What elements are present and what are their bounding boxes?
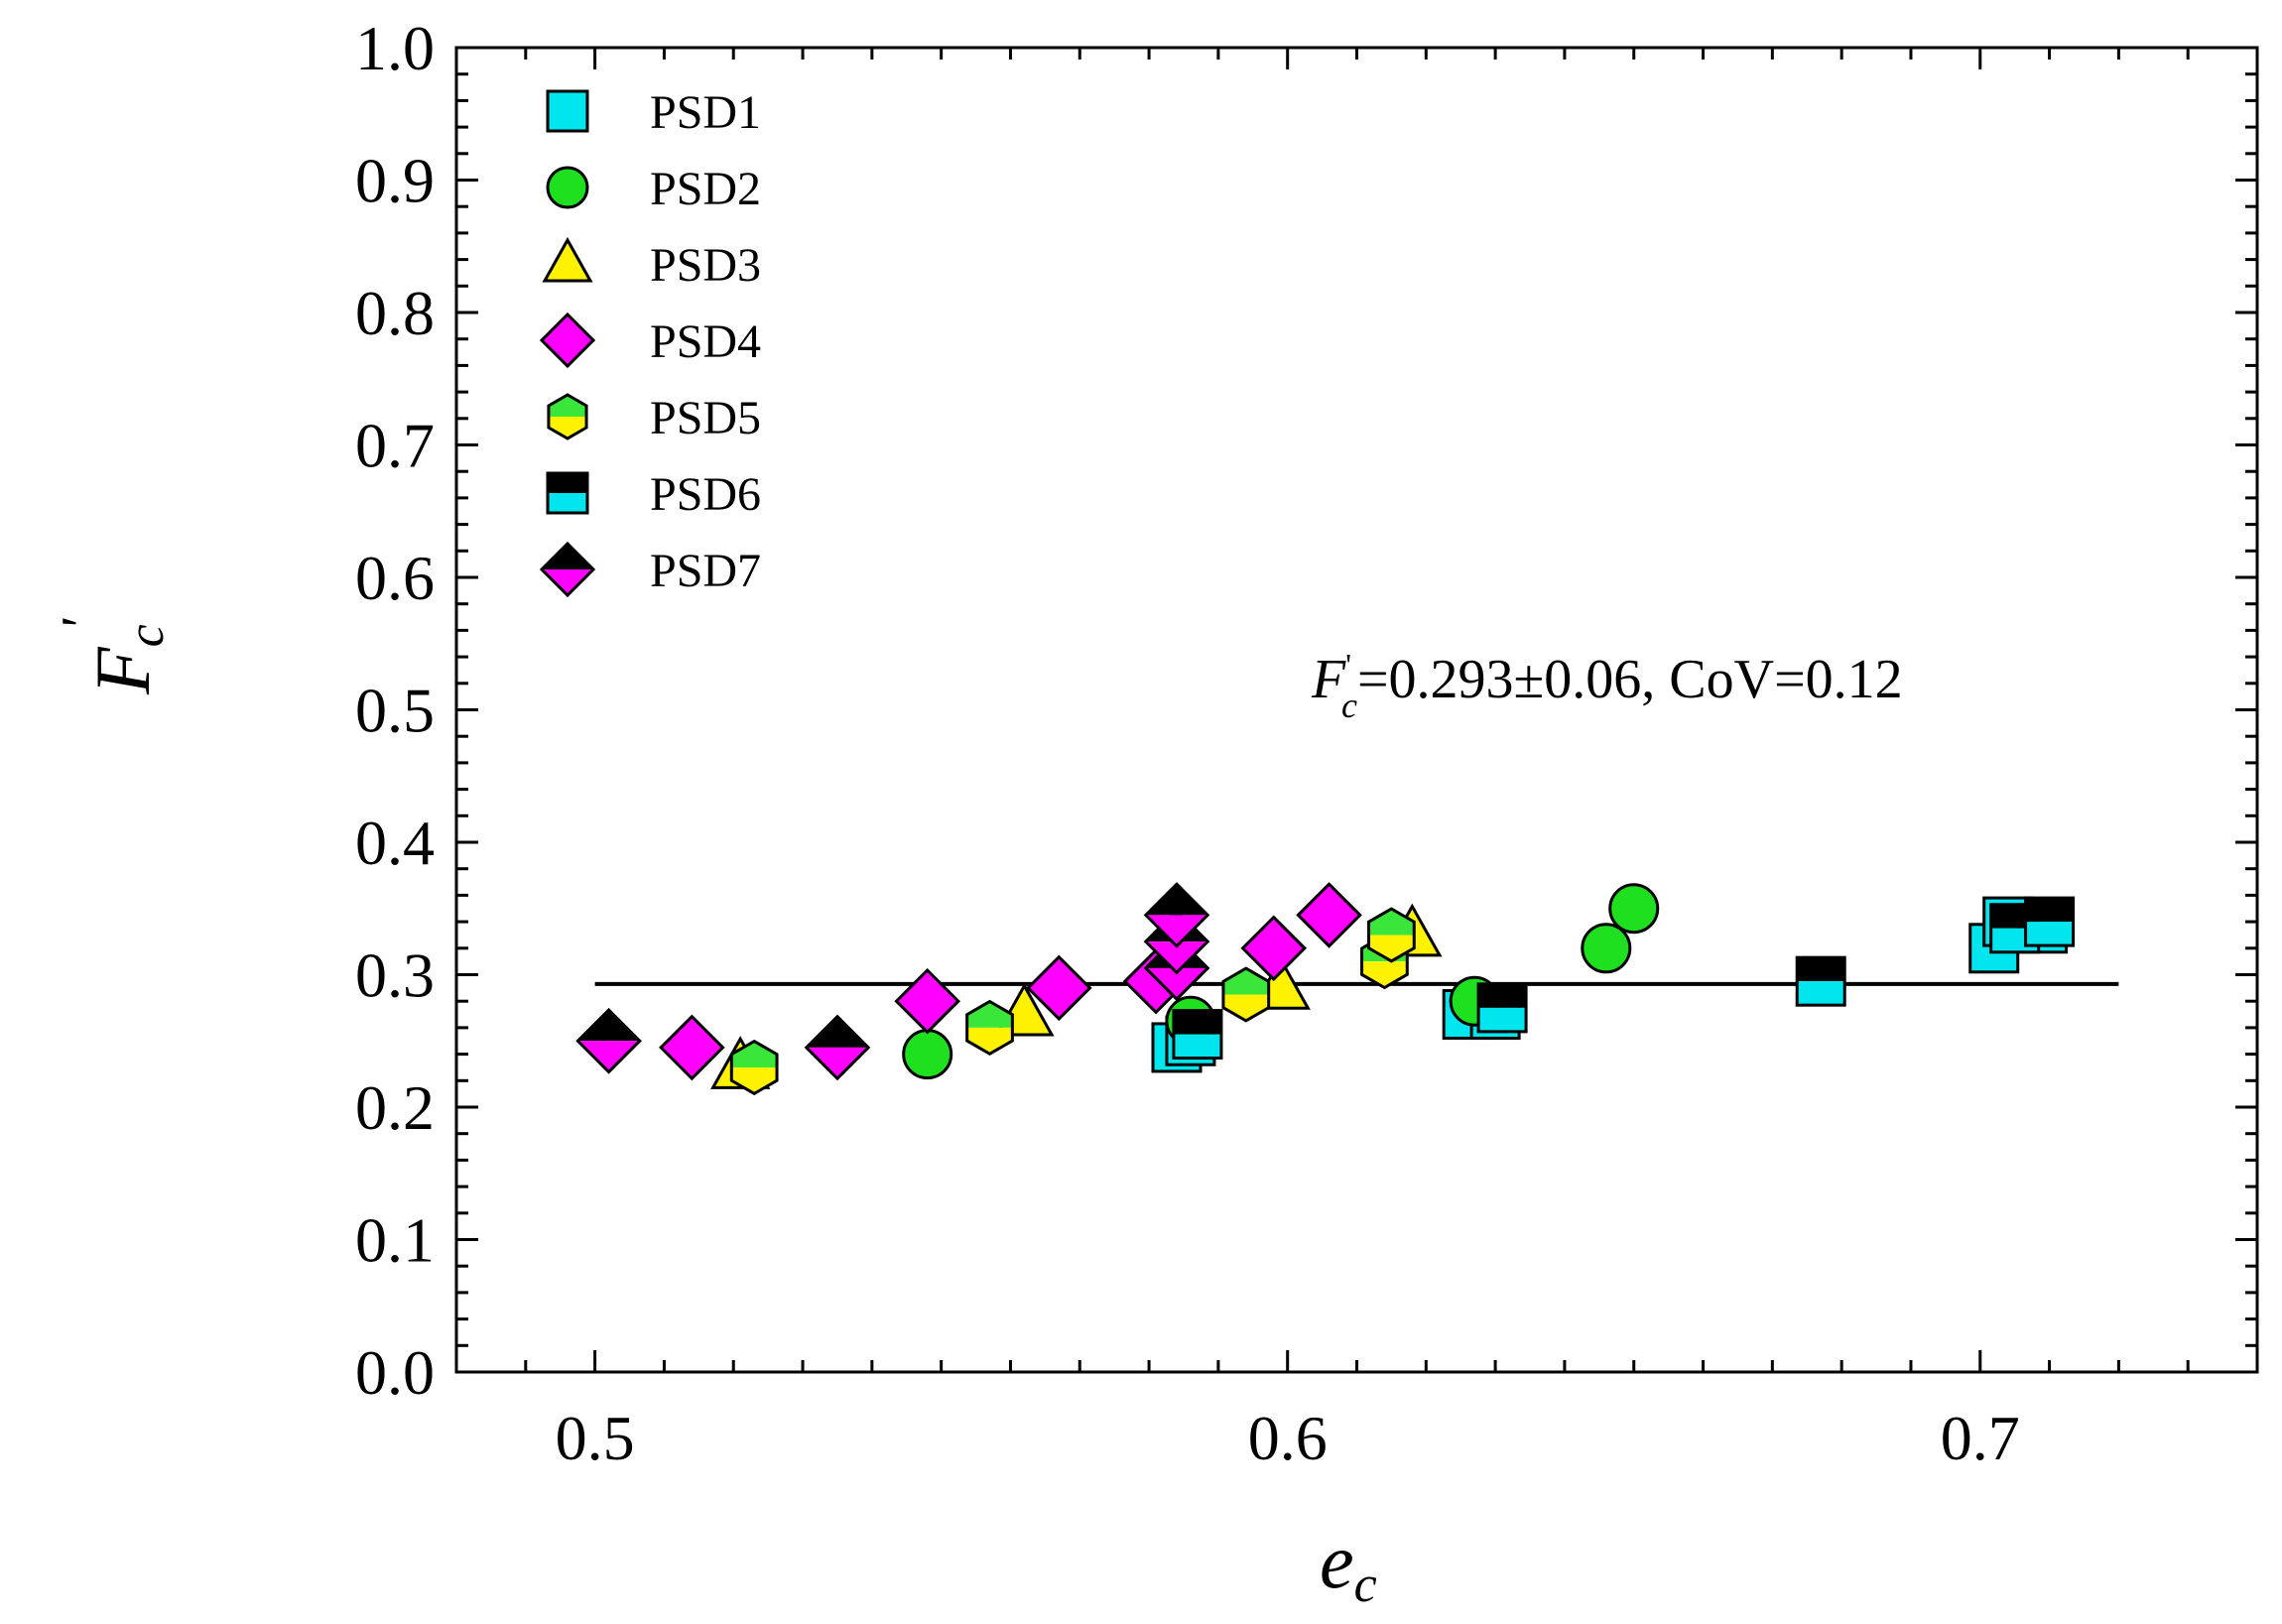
legend-marker [539,312,596,369]
y-tick-label: 0.8 [355,278,435,348]
plot-frame [454,46,2259,1374]
annotation-sub: c [1341,686,1357,725]
y-axis-title-sub: c [118,624,175,647]
data-point-psd4 [894,967,961,1035]
legend-label: PSD6 [650,468,761,521]
y-tick-label: 0.9 [355,146,435,216]
legend-marker [546,89,589,133]
legend-item-psd6: PSD6 [546,468,761,521]
annotation-rhs: =0.293±0.06, CoV=0.12 [1357,649,1903,710]
legend-item-psd7: PSD7 [539,541,761,598]
series-psd6 [1172,896,2076,1061]
legend-item-psd5: PSD5 [547,392,761,444]
data-point-psd6 [1795,955,1846,1007]
data-point-psd7 [575,1007,642,1074]
legend-item-psd2: PSD2 [546,163,761,215]
data-point-psd4 [1240,915,1308,982]
x-tick-label: 0.6 [1248,1403,1328,1473]
stats-annotation: F' c=0.293±0.06, CoV=0.12 [1311,647,1903,725]
y-axis-ticks [456,46,2257,1374]
y-tick-label: 1.0 [355,13,435,83]
data-point-psd6 [1476,982,1528,1034]
y-tick-label: 0.4 [355,808,435,878]
legend-item-psd1: PSD1 [546,86,761,139]
legend-item-psd3: PSD3 [542,236,761,292]
data-point-psd6 [1172,1009,1223,1061]
data-point-psd7 [804,1014,871,1081]
y-tick-label: 0.1 [355,1205,435,1276]
legend-label: PSD2 [650,163,761,215]
data-point-psd5 [1367,907,1416,963]
data-point-psd2 [902,1029,953,1080]
y-axis-title-base: F [79,646,166,695]
y-tick-label: 0.0 [355,1337,435,1408]
x-tick-label: 0.7 [1941,1403,2020,1473]
legend-label: PSD4 [650,315,761,368]
data-point-psd5 [729,1039,779,1096]
data-point-psd5 [965,999,1014,1057]
y-tick-label: 0.5 [355,676,435,746]
x-axis-title: ec [1320,1518,1377,1613]
data-point-psd7 [1143,882,1210,948]
data-point-psd5 [1221,966,1271,1023]
annotation-prime: ' [1345,647,1351,683]
data-point-psd2 [1608,883,1660,935]
legend-marker [546,471,589,515]
y-tick-label: 0.2 [355,1072,435,1143]
x-axis-title-sub: c [1354,1557,1377,1613]
data-markers [575,882,2076,1096]
x-tick-label: 0.5 [556,1403,635,1473]
series-psd5 [729,907,1416,1096]
data-point-psd6 [2024,896,2076,947]
y-axis-tick-labels: 0.0 0.1 0.2 0.3 0.4 0.5 0.6 0.7 0.8 0.9 1.0 [355,13,435,1408]
series-psd7 [575,882,1210,1081]
legend-marker [542,236,593,283]
legend-label: PSD5 [650,392,761,444]
legend-marker [547,393,588,440]
data-point-psd4 [1296,882,1362,948]
x-axis-tick-labels: 0.5 0.6 0.7 [556,1403,2020,1473]
svg-text:Fc: Fc [79,624,175,695]
data-point-psd2 [1581,923,1632,974]
legend-marker [539,541,596,598]
y-axis-title-prime: ' [51,618,112,631]
legend-label: PSD7 [650,545,761,597]
x-axis-title-base: e [1320,1518,1354,1604]
legend: PSD1 PSD2 PSD3 PSD4 PSD5 PSD6 PSD7 [539,86,761,598]
data-point-psd4 [1026,954,1092,1022]
y-tick-label: 0.3 [355,940,435,1011]
data-point-psd4 [659,1014,725,1081]
annotation-lhs: F [1311,649,1346,710]
y-tick-label: 0.7 [355,411,435,481]
legend-marker [546,166,589,209]
legend-label: PSD3 [650,239,761,292]
legend-label: PSD1 [650,86,761,139]
x-axis-ticks [454,48,2259,1372]
legend-item-psd4: PSD4 [539,312,761,369]
y-tick-label: 0.6 [355,543,435,613]
y-axis-title: Fc ' [51,618,175,695]
